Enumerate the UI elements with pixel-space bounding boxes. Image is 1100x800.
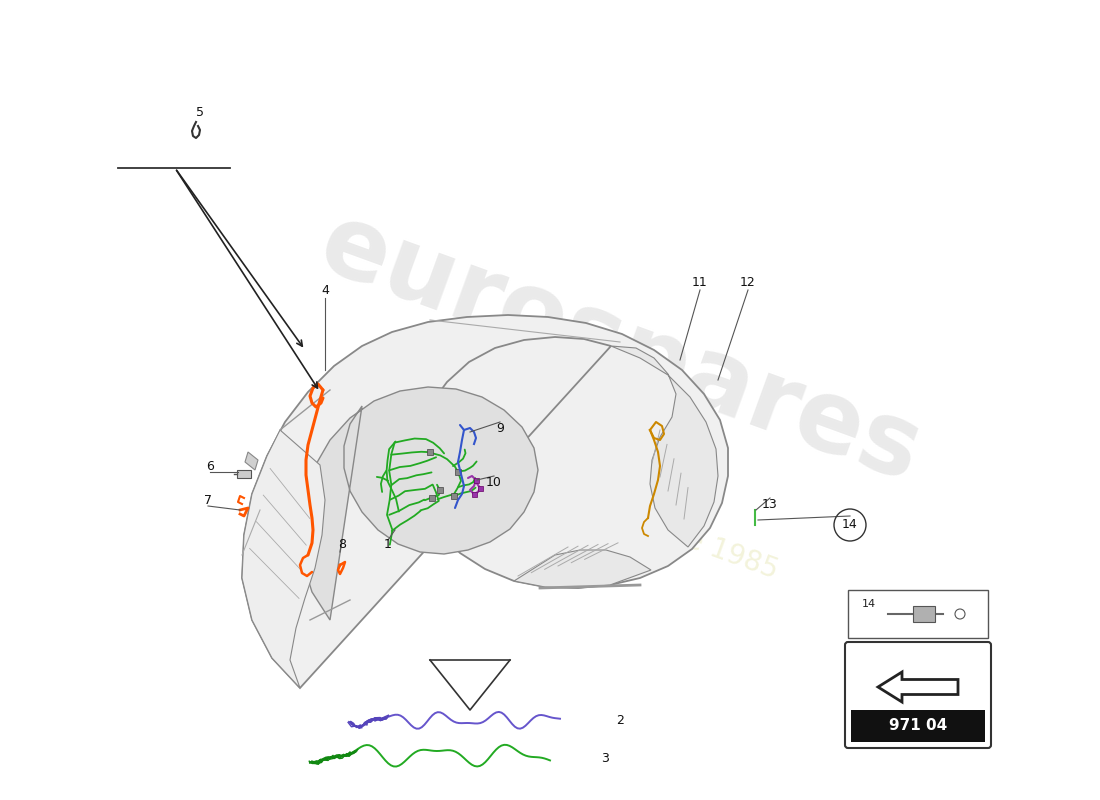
- Bar: [848, 590, 988, 638]
- Text: eurospares: eurospares: [307, 196, 934, 504]
- Polygon shape: [245, 452, 258, 470]
- Bar: [472, 491, 476, 497]
- Text: 12: 12: [740, 275, 756, 289]
- Text: 14: 14: [843, 518, 858, 531]
- Bar: [451, 493, 456, 499]
- Text: 7: 7: [204, 494, 212, 506]
- Text: 11: 11: [692, 275, 708, 289]
- Text: 10: 10: [486, 475, 502, 489]
- Text: 4: 4: [321, 283, 329, 297]
- Bar: [477, 486, 483, 490]
- Text: 9: 9: [496, 422, 504, 434]
- Polygon shape: [514, 550, 651, 588]
- Text: 1: 1: [384, 538, 392, 551]
- Circle shape: [955, 609, 965, 619]
- Text: a passion for parts since 1985: a passion for parts since 1985: [378, 415, 782, 585]
- Polygon shape: [242, 430, 324, 688]
- Bar: [427, 449, 433, 455]
- Bar: [851, 710, 984, 742]
- Polygon shape: [610, 346, 718, 547]
- Bar: [429, 495, 434, 501]
- Text: 14: 14: [862, 599, 876, 609]
- Text: 971 04: 971 04: [889, 718, 947, 734]
- Bar: [455, 469, 461, 475]
- Text: 6: 6: [206, 459, 213, 473]
- Bar: [913, 606, 935, 622]
- Text: 2: 2: [616, 714, 624, 726]
- Text: 3: 3: [601, 751, 609, 765]
- Text: 8: 8: [338, 538, 346, 551]
- FancyBboxPatch shape: [845, 642, 991, 748]
- Bar: [473, 478, 478, 482]
- Text: 13: 13: [762, 498, 778, 510]
- Bar: [437, 487, 443, 493]
- Polygon shape: [300, 387, 538, 620]
- Bar: [236, 470, 251, 478]
- Polygon shape: [878, 672, 958, 702]
- Polygon shape: [242, 315, 728, 688]
- Text: 5: 5: [196, 106, 204, 118]
